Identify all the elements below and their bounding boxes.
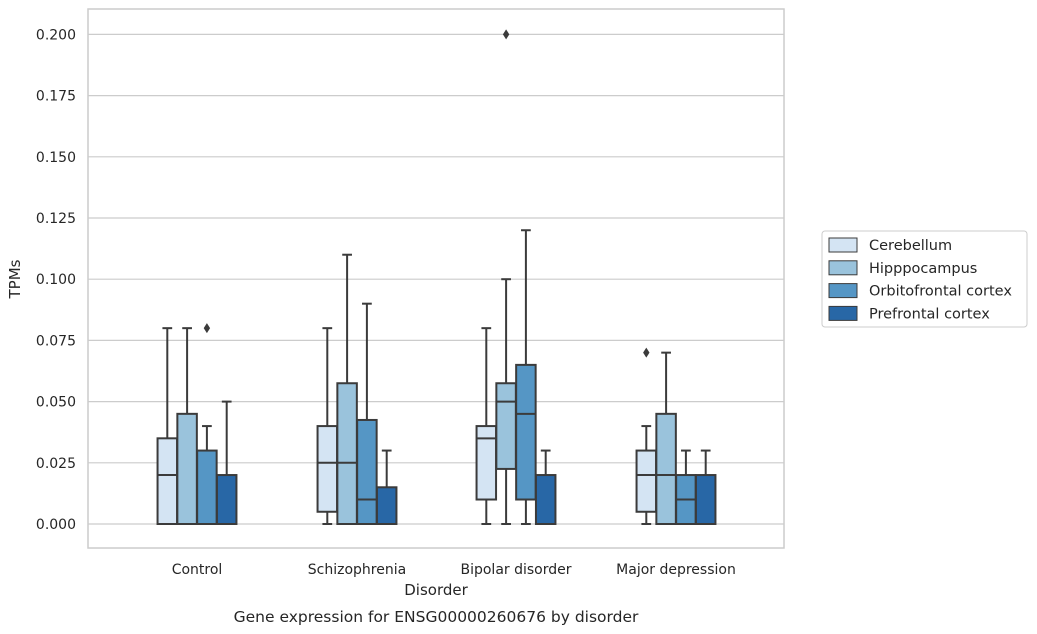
y-tick-label: 0.100 [36, 272, 76, 288]
y-tick-label: 0.175 [36, 89, 76, 105]
box-body [694, 474, 717, 526]
box-orbitofrontal-cortex [675, 449, 697, 526]
box-body [375, 486, 398, 525]
x-tick-label: Control [172, 562, 223, 578]
legend-frame [821, 230, 1028, 328]
legend-item: Cerebellum [828, 237, 952, 254]
y-axis-label: TPMs [6, 259, 24, 299]
plot-frame [87, 8, 785, 549]
box-hipppocampus [655, 351, 677, 525]
y-tick-label: 0.075 [36, 333, 76, 349]
box-body [215, 474, 238, 526]
box-cerebellum [635, 347, 658, 525]
box-body [156, 437, 179, 526]
box-body [495, 382, 517, 470]
box-orbitofrontal-cortex [356, 302, 378, 525]
y-tick-label: 0.025 [36, 456, 76, 472]
box-body [635, 449, 658, 513]
y-tick-label: 0.125 [36, 211, 76, 227]
outlier-point [203, 323, 211, 334]
legend-swatch [828, 237, 858, 253]
chart-caption: Gene expression for ENSG00000260676 by d… [234, 608, 639, 626]
legend-label: Orbitofrontal cortex [869, 284, 1012, 300]
legend-swatch [828, 283, 858, 299]
box-body [196, 449, 218, 525]
x-tick-label: Major depression [616, 562, 736, 578]
legend-item: Orbitofrontal cortex [828, 283, 1012, 300]
y-tick-label: 0.050 [36, 395, 76, 411]
box-prefrontal-cortex [534, 449, 557, 526]
x-tick-label: Bipolar disorder [460, 562, 571, 578]
x-axis-label: Disorder [404, 581, 468, 599]
box-cerebellum [156, 327, 179, 526]
y-tick-label: 0.000 [36, 517, 76, 533]
outlier-point [502, 29, 510, 40]
box-orbitofrontal-cortex [515, 229, 537, 525]
box-body [655, 412, 677, 525]
box-cerebellum [316, 327, 339, 525]
outlier-point [643, 347, 650, 358]
x-tick-label: Schizophrenia [308, 562, 406, 578]
box-body [356, 418, 378, 525]
box-orbitofrontal-cortex [196, 323, 218, 525]
boxes [156, 29, 717, 526]
legend-swatch [828, 305, 858, 321]
y-tick-label: 0.200 [36, 27, 76, 43]
y-tick-labels: 0.000 0.025 0.050 0.075 0.100 0.125 0.150 0.175… [36, 27, 76, 533]
box-hipppocampus [336, 253, 358, 525]
box-hipppocampus [176, 327, 198, 525]
box-prefrontal-cortex [694, 449, 717, 526]
box-prefrontal-cortex [215, 400, 238, 526]
legend-item: Prefrontal cortex [828, 305, 990, 322]
legend-label: Prefrontal cortex [869, 306, 990, 322]
legend-label: Hipppocampus [869, 261, 977, 277]
box-body [336, 382, 358, 525]
y-tick-label: 0.150 [36, 150, 76, 166]
box-body [475, 425, 498, 501]
legend: Cerebellum Hipppocampus Orbitofrontal cort… [821, 230, 1028, 328]
legend-swatch [828, 260, 858, 276]
x-tick-labels: Control Schizophrenia Bipolar disorder Majo… [172, 562, 736, 578]
box-hipppocampus [495, 29, 517, 525]
box-body [515, 363, 537, 501]
box-prefrontal-cortex [375, 449, 398, 525]
legend-label: Cerebellum [869, 238, 952, 254]
box-body [176, 412, 198, 525]
legend-item: Hipppocampus [828, 260, 977, 277]
box-body [316, 425, 339, 513]
box-body [534, 474, 557, 526]
box-cerebellum [475, 327, 498, 525]
